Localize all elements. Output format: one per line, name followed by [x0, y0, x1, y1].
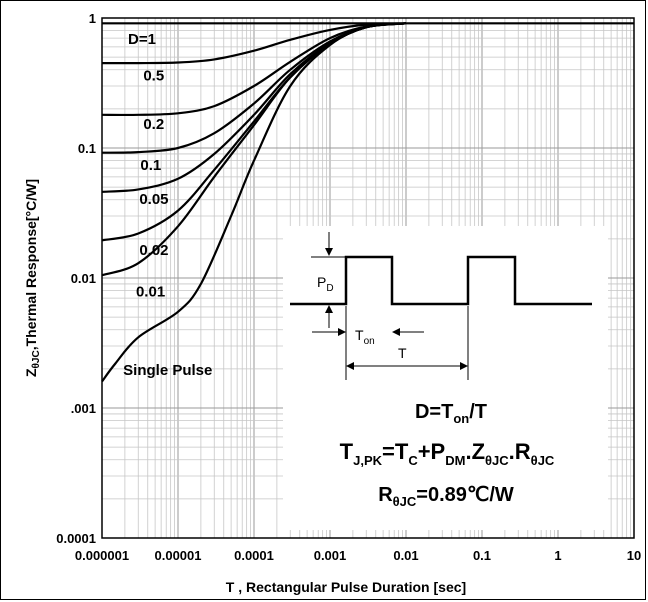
pulse-waveform [290, 255, 592, 306]
x-tick-label: 0.01 [393, 548, 418, 563]
y-tick-label: .001 [71, 401, 96, 416]
y-tick-label: 0.0001 [56, 531, 96, 546]
pd-arrowhead-up [325, 305, 333, 313]
series-line [101, 22, 407, 65]
period-arrowhead-left [346, 362, 354, 370]
x-tick-label: 0.00001 [155, 548, 202, 563]
pd-arrowhead-down [325, 248, 333, 256]
y-axis-label: ZθJC,Thermal Response[°C/W] [23, 179, 42, 377]
series-line [101, 22, 407, 117]
inset-box [283, 226, 608, 530]
tick-labels: 0.000001 0.00001 0.0001 0.001 0.01 0.1 1 10 1 0.1… [56, 11, 641, 563]
series-label: D=1 [128, 31, 156, 48]
period-label: T [398, 345, 407, 361]
x-tick-label: 0.001 [314, 548, 347, 563]
x-tick-label: 0.1 [473, 548, 491, 563]
rthjc-value: RθJC=0.89℃/W [378, 484, 514, 509]
pd-label: PD [317, 274, 334, 294]
junction-temp-formula: TJ,PK=TC+PDM.ZθJC.RθJC [340, 439, 555, 468]
series-label: 0.5 [143, 68, 164, 85]
ton-arrowhead-left [338, 328, 346, 336]
plot-border [101, 17, 635, 539]
x-axis-label: T , Rectangular Pulse Duration [sec] [226, 579, 466, 595]
ton-label: Ton [355, 327, 375, 347]
series-label: 0.01 [136, 284, 165, 301]
x-tick-label: 10 [627, 548, 641, 563]
series-line [101, 22, 407, 383]
x-tick-label: 0.000001 [75, 548, 129, 563]
y-tick-label: 1 [89, 11, 96, 26]
pulse-diagram [290, 232, 592, 380]
period-arrowhead-right [460, 362, 468, 370]
ton-arrowhead-right [392, 328, 400, 336]
series-label: 0.05 [139, 191, 168, 208]
series-label: 0.2 [143, 116, 164, 133]
x-tick-label: 1 [554, 548, 561, 563]
y-tick-label: 0.1 [78, 141, 96, 156]
y-tick-label: 0.01 [71, 271, 96, 286]
series-label: Single Pulse [123, 362, 212, 379]
x-tick-label: 0.0001 [234, 548, 274, 563]
series-label: 0.1 [140, 157, 161, 174]
duty-formula: D=Ton/T [415, 401, 487, 426]
